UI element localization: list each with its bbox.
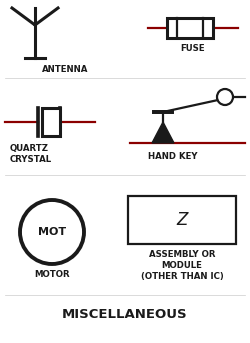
Bar — [128, 196, 236, 244]
Circle shape — [20, 200, 84, 264]
Text: Z: Z — [176, 211, 188, 229]
Text: FUSE: FUSE — [181, 44, 205, 53]
Text: QUARTZ: QUARTZ — [10, 144, 49, 153]
Text: MOT: MOT — [38, 227, 66, 237]
Text: MISCELLANEOUS: MISCELLANEOUS — [62, 308, 188, 321]
Text: HAND KEY: HAND KEY — [148, 152, 198, 161]
Text: (OTHER THAN IC): (OTHER THAN IC) — [140, 272, 224, 281]
Bar — [167, 18, 213, 38]
Text: MOTOR: MOTOR — [34, 270, 70, 279]
Text: CRYSTAL: CRYSTAL — [10, 155, 52, 164]
Text: MODULE: MODULE — [162, 261, 202, 270]
Text: ANTENNA: ANTENNA — [42, 65, 88, 74]
Bar — [42, 108, 60, 136]
Circle shape — [217, 89, 233, 105]
Text: ASSEMBLY OR: ASSEMBLY OR — [149, 250, 215, 259]
Polygon shape — [152, 122, 174, 143]
